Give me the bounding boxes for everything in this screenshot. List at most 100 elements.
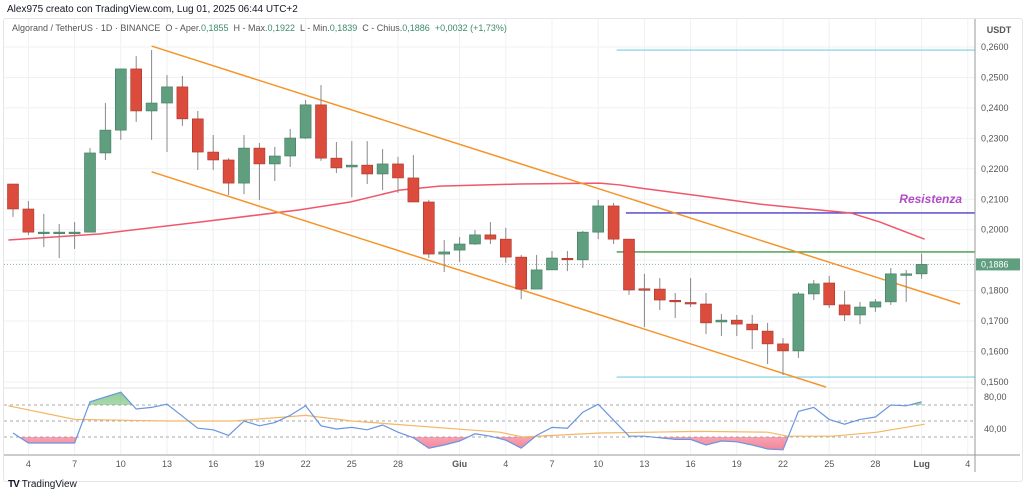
channel-upper-line — [151, 45, 961, 305]
tradingview-logo[interactable]: TV TradingView — [8, 479, 77, 490]
price-tick-label: 0,1600 — [981, 347, 1009, 357]
time-tick-label: 22 — [301, 459, 311, 469]
candle-body — [422, 201, 435, 255]
symbol-name[interactable]: Algorand / TetherUS · 1D · BINANCE — [12, 23, 161, 33]
time-tick-label: 13 — [162, 459, 172, 469]
candle-body — [700, 303, 712, 324]
candle-body — [130, 68, 142, 112]
candle-body — [330, 157, 343, 169]
time-tick-label: 10 — [116, 459, 126, 469]
candle-body — [84, 152, 96, 233]
candle-body — [684, 302, 697, 305]
time-tick-label: 4 — [503, 459, 508, 469]
rsi-tick-label: 80,00 — [984, 392, 1007, 402]
time-tick-label: 16 — [208, 459, 218, 469]
time-tick-label: 19 — [254, 459, 264, 469]
rsi-overbought-fill — [13, 392, 922, 405]
candle-body — [453, 243, 466, 251]
price-tick-label: 0,2000 — [981, 225, 1009, 235]
candle-body — [561, 258, 574, 261]
symbol-legend: Algorand / TetherUS · 1D · BINANCE O - A… — [12, 23, 507, 33]
candle-body — [823, 282, 836, 306]
grid — [4, 19, 975, 455]
descending-channel — [151, 45, 961, 388]
candles — [7, 50, 928, 375]
candle-body — [176, 86, 189, 120]
time-tick-label: 16 — [686, 459, 696, 469]
time-tick-label: 28 — [393, 459, 403, 469]
candle-body — [438, 251, 451, 255]
candle-body — [115, 68, 127, 131]
tv-logo-icon: TV — [8, 479, 20, 490]
candle-body — [99, 129, 112, 154]
time-tick-label: 25 — [347, 459, 357, 469]
axes: USDT 0,2600 0,2500 0,2400 0,2300 0,2200 0,210… — [4, 19, 1020, 472]
low-label: L - Min. — [300, 23, 330, 33]
open-value: 0,1855 — [200, 23, 229, 33]
candle-body — [638, 288, 651, 291]
time-tick-label: 22 — [778, 459, 788, 469]
candle-body — [22, 208, 35, 233]
candle-body — [161, 86, 173, 104]
candle-body — [669, 300, 682, 303]
candle-body — [730, 319, 743, 325]
candle-body — [268, 155, 281, 165]
candle-body — [884, 273, 897, 303]
current-price-badge — [976, 258, 1020, 271]
candle-body — [746, 323, 759, 331]
ma-line — [8, 182, 925, 241]
price-tick-label: 0,2400 — [981, 103, 1009, 113]
candle-body — [192, 118, 204, 153]
candle-body — [407, 177, 420, 203]
candle-body — [546, 257, 558, 271]
candle-body — [515, 256, 528, 290]
close-label: C - Chius. — [362, 23, 403, 33]
time-tick-label: 10 — [593, 459, 603, 469]
candle-body — [376, 163, 389, 175]
price-tick-label: 0,2500 — [981, 72, 1009, 82]
time-tick-label: Giu — [452, 459, 467, 469]
price-tick-label: 0,1700 — [981, 316, 1009, 326]
time-tick-label: 28 — [870, 459, 880, 469]
candle-body — [238, 147, 250, 184]
time-tick-label: 19 — [732, 459, 742, 469]
currency-label: USDT — [987, 25, 1012, 35]
price-tick-label: 0,1800 — [981, 286, 1009, 296]
candle-body — [53, 231, 66, 234]
time-tick-label: 7 — [72, 459, 77, 469]
moving-average — [8, 182, 925, 241]
candle-body — [869, 301, 882, 308]
candle-body — [777, 343, 789, 352]
candle-body — [761, 330, 774, 345]
close-value: 0,1886 — [402, 23, 430, 33]
low-value: 0,1839 — [329, 23, 358, 33]
candle-body — [469, 234, 481, 245]
candle-body — [715, 319, 728, 323]
price-tick-label: 0,2200 — [981, 164, 1009, 174]
candle-body — [207, 151, 219, 161]
candle-body — [792, 293, 805, 352]
tradingview-wordmark: TradingView — [21, 479, 77, 490]
candle-body — [607, 205, 620, 240]
candle-body — [253, 147, 266, 165]
channel-lower-line — [151, 171, 827, 388]
author-line: Alex975 creato con TradingView.com, Lug … — [7, 4, 298, 15]
author-bar: Alex975 creato con TradingView.com, Lug … — [0, 0, 1024, 19]
candle-body — [284, 137, 297, 157]
candle-body — [484, 234, 497, 240]
open-label: O - Aper. — [165, 23, 201, 33]
candle-body — [7, 183, 19, 210]
rsi-line — [12, 391, 922, 451]
time-tick-label: 25 — [824, 459, 834, 469]
candle-body — [623, 238, 635, 291]
candle-body — [145, 102, 158, 112]
candle-body — [576, 231, 589, 261]
resistance-label: Resistenza — [899, 192, 962, 206]
time-tick-label: Lug — [913, 459, 930, 469]
time-tick-label: 13 — [639, 459, 649, 469]
candle-body — [592, 205, 605, 233]
price-tick-label: 0,2300 — [981, 133, 1009, 143]
candle-body — [68, 231, 81, 234]
rsi-panel — [4, 391, 975, 451]
